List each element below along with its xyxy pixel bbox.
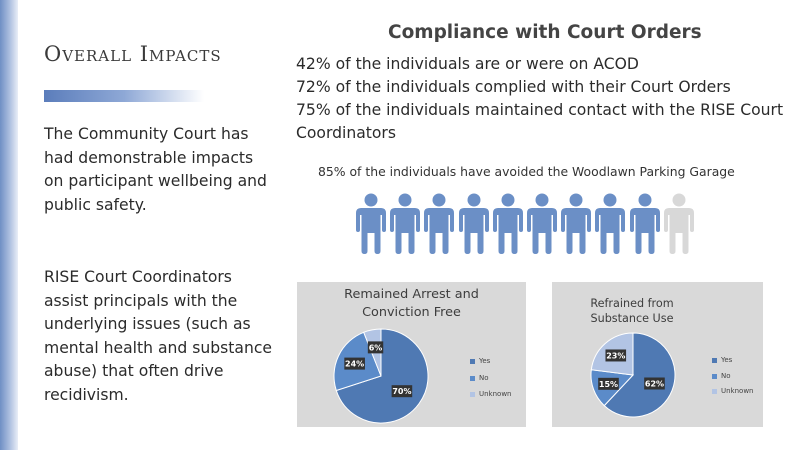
- person-icon: [561, 193, 592, 254]
- person-icon: [595, 193, 626, 254]
- person-icon: [492, 193, 523, 254]
- person-icon: [424, 193, 455, 254]
- legend-yes-label: Yes: [721, 356, 733, 364]
- substance-use-pie-chart: 62% 15% 23%: [590, 332, 676, 418]
- legend-unknown-label: Unknown: [721, 387, 754, 395]
- legend-no-label: No: [479, 374, 489, 382]
- stat-acod: 42% of the individuals are or were on AC…: [296, 55, 639, 73]
- legend-yes: Yes: [470, 357, 490, 365]
- coordinators-paragraph: RISE Court Coordinators assist principal…: [44, 268, 272, 404]
- data-label-bg-yes: [644, 377, 665, 390]
- legend-no: No: [712, 372, 731, 380]
- person-icon: [527, 193, 557, 254]
- data-label-no: 15%: [599, 380, 618, 389]
- data-label-bg-unknown: [367, 341, 384, 354]
- intro-paragraph: The Community Court has had demonstrable…: [44, 125, 267, 214]
- legend-no: No: [470, 374, 489, 382]
- legend-yes: Yes: [712, 356, 732, 364]
- legend-unknown-label: Unknown: [479, 390, 512, 398]
- substance-use-chart-card: Refrained from Substance Use 62% 15% 23% Y…: [552, 282, 763, 427]
- person-icon-empty: [663, 193, 694, 254]
- stat-contact: 75% of the individuals maintained contac…: [296, 101, 784, 119]
- person-icon: [629, 193, 660, 254]
- pie-slice-yes: [335, 328, 429, 424]
- legend-yes-label: Yes: [479, 357, 491, 365]
- slide-title: Overall Impacts: [44, 42, 222, 66]
- data-label-bg-no: [598, 377, 619, 390]
- arrest-free-chart-card: Remained Arrest and Conviction Free 70% 2…: [297, 282, 526, 427]
- compliance-heading: Compliance with Court Orders: [388, 22, 702, 43]
- legend-unknown: Unknown: [470, 390, 512, 398]
- substance-use-chart-title-line2: Substance Use: [590, 312, 674, 325]
- arrest-free-chart-title-line1: Remained Arrest and: [344, 287, 479, 302]
- legend-unknown: Unknown: [712, 387, 754, 395]
- title-underline: [44, 90, 204, 102]
- garage-stat: 85% of the individuals have avoided the …: [318, 164, 735, 179]
- data-label-yes: 70%: [392, 387, 411, 396]
- pie-slice-yes: [603, 332, 676, 418]
- people-icon-row: [354, 193, 696, 255]
- data-label-bg-no: [344, 357, 365, 370]
- substance-use-chart-title-line1: Refrained from: [590, 297, 674, 310]
- data-label-unknown: 6%: [369, 343, 383, 352]
- data-label-unknown: 23%: [606, 351, 625, 360]
- legend-no-label: No: [721, 372, 731, 380]
- left-accent-bar: [0, 0, 18, 450]
- stat-contact-continued: Coordinators: [296, 124, 396, 142]
- data-label-yes: 62%: [645, 380, 664, 389]
- stat-complied: 72% of the individuals complied with the…: [296, 78, 731, 96]
- data-label-no: 24%: [345, 360, 364, 369]
- substance-use-chart-title: Refrained from Substance Use: [552, 296, 712, 326]
- arrest-free-chart-title-line2: Conviction Free: [362, 305, 461, 320]
- data-label-bg-yes: [391, 385, 413, 398]
- arrest-free-pie-chart: 70% 24% 6%: [333, 328, 429, 424]
- person-icon: [458, 193, 489, 254]
- data-label-bg-unknown: [605, 349, 627, 362]
- person-icon: [390, 193, 421, 254]
- arrest-free-chart-title: Remained Arrest and Conviction Free: [297, 286, 526, 322]
- person-icon: [356, 193, 386, 254]
